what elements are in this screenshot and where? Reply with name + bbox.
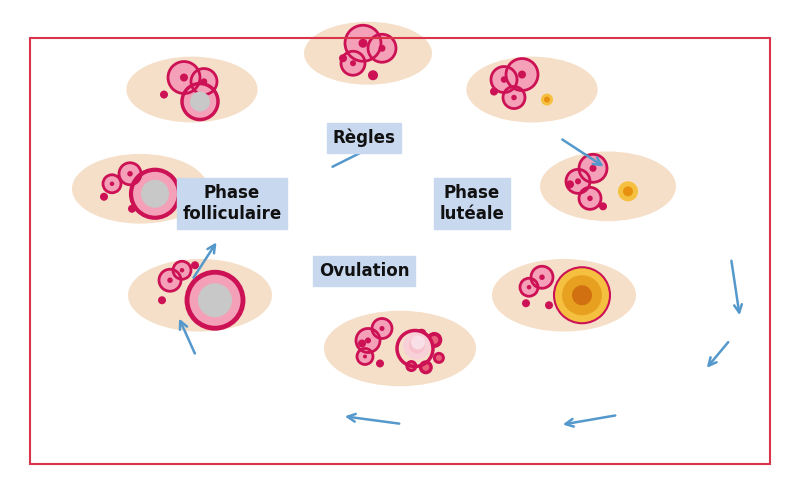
Circle shape bbox=[520, 278, 538, 296]
Circle shape bbox=[503, 87, 525, 108]
Circle shape bbox=[575, 178, 581, 184]
Circle shape bbox=[599, 202, 607, 211]
Circle shape bbox=[379, 326, 385, 331]
Circle shape bbox=[190, 91, 210, 111]
Circle shape bbox=[554, 267, 610, 323]
Circle shape bbox=[358, 39, 367, 48]
Circle shape bbox=[100, 193, 108, 201]
Circle shape bbox=[191, 69, 217, 94]
Circle shape bbox=[618, 182, 638, 201]
Circle shape bbox=[566, 169, 590, 193]
Circle shape bbox=[511, 95, 517, 100]
Circle shape bbox=[406, 360, 418, 372]
Ellipse shape bbox=[324, 311, 476, 386]
Circle shape bbox=[541, 93, 553, 106]
Ellipse shape bbox=[492, 259, 636, 332]
Circle shape bbox=[182, 84, 218, 120]
Circle shape bbox=[433, 352, 445, 364]
Circle shape bbox=[531, 266, 553, 288]
Circle shape bbox=[590, 165, 597, 172]
Circle shape bbox=[368, 34, 396, 62]
Circle shape bbox=[356, 329, 380, 352]
Circle shape bbox=[518, 71, 526, 78]
Circle shape bbox=[341, 51, 365, 75]
Ellipse shape bbox=[72, 154, 208, 224]
Circle shape bbox=[426, 332, 442, 348]
Circle shape bbox=[579, 187, 601, 210]
Circle shape bbox=[419, 331, 424, 336]
Circle shape bbox=[128, 205, 136, 213]
Circle shape bbox=[436, 355, 442, 361]
Circle shape bbox=[376, 360, 384, 367]
Circle shape bbox=[201, 78, 207, 85]
Circle shape bbox=[545, 301, 553, 309]
Circle shape bbox=[365, 337, 371, 344]
Circle shape bbox=[103, 175, 121, 193]
Circle shape bbox=[180, 268, 184, 272]
Circle shape bbox=[187, 272, 243, 328]
Circle shape bbox=[372, 318, 392, 338]
Circle shape bbox=[579, 154, 607, 182]
Circle shape bbox=[119, 163, 141, 185]
Circle shape bbox=[167, 277, 173, 283]
Circle shape bbox=[141, 180, 169, 208]
Circle shape bbox=[160, 91, 168, 99]
Circle shape bbox=[339, 54, 347, 62]
Circle shape bbox=[168, 61, 200, 93]
Circle shape bbox=[411, 335, 425, 349]
Ellipse shape bbox=[304, 22, 432, 85]
Circle shape bbox=[131, 170, 179, 218]
Circle shape bbox=[623, 186, 633, 197]
Text: Ovulation: Ovulation bbox=[318, 262, 410, 280]
Circle shape bbox=[430, 336, 438, 344]
Circle shape bbox=[358, 339, 366, 348]
Circle shape bbox=[191, 261, 199, 269]
Circle shape bbox=[491, 66, 517, 92]
Circle shape bbox=[345, 25, 381, 61]
Text: Phase
folliculaire: Phase folliculaire bbox=[182, 184, 282, 223]
Circle shape bbox=[408, 363, 414, 369]
Circle shape bbox=[490, 88, 498, 95]
Circle shape bbox=[506, 59, 538, 91]
Bar bbox=[30, 38, 770, 464]
Circle shape bbox=[562, 275, 602, 315]
Circle shape bbox=[403, 332, 431, 360]
Circle shape bbox=[422, 364, 430, 371]
Circle shape bbox=[180, 74, 188, 81]
Circle shape bbox=[544, 96, 550, 103]
Circle shape bbox=[409, 337, 425, 353]
Text: Phase
lutéale: Phase lutéale bbox=[439, 184, 505, 223]
Circle shape bbox=[198, 283, 232, 317]
Circle shape bbox=[368, 70, 378, 80]
Circle shape bbox=[419, 360, 433, 374]
Circle shape bbox=[158, 296, 166, 304]
Circle shape bbox=[501, 76, 507, 83]
Circle shape bbox=[173, 261, 191, 279]
Circle shape bbox=[110, 182, 114, 186]
Circle shape bbox=[350, 60, 356, 66]
Circle shape bbox=[539, 274, 545, 280]
Circle shape bbox=[522, 299, 530, 307]
Circle shape bbox=[587, 196, 593, 201]
Ellipse shape bbox=[540, 151, 676, 221]
Circle shape bbox=[526, 285, 531, 289]
Circle shape bbox=[417, 329, 426, 339]
Ellipse shape bbox=[466, 57, 598, 122]
Ellipse shape bbox=[126, 57, 258, 122]
Circle shape bbox=[159, 269, 181, 291]
Circle shape bbox=[566, 181, 574, 188]
Circle shape bbox=[127, 171, 133, 177]
Text: Règles: Règles bbox=[333, 129, 395, 147]
Circle shape bbox=[363, 354, 367, 359]
Circle shape bbox=[572, 285, 592, 305]
Circle shape bbox=[378, 45, 386, 52]
Ellipse shape bbox=[128, 259, 272, 332]
Circle shape bbox=[357, 348, 373, 364]
